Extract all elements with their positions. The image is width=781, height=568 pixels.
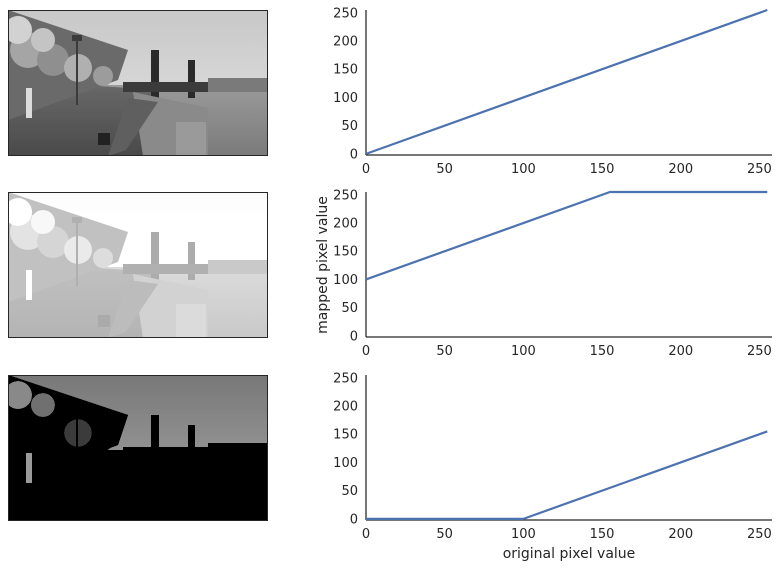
charts: 0 50 100 150 200 250 0 50 100 150 200 250 0 50 100 150 2… <box>333 6 772 542</box>
series-line <box>366 430 768 520</box>
y-tick-label: 150 <box>333 245 358 260</box>
x-tick-label: 250 <box>747 344 772 359</box>
x-tick-label: 150 <box>590 162 615 177</box>
y-tick-label: 100 <box>333 273 358 288</box>
x-tick-label: 100 <box>511 527 536 542</box>
series-line <box>365 8 768 155</box>
x-tick-label: 150 <box>590 527 615 542</box>
y-tick-label: 0 <box>350 147 358 162</box>
x-tick-label: 200 <box>668 527 693 542</box>
y-tick-label: 50 <box>341 301 358 316</box>
y-tick-label: 150 <box>333 428 358 443</box>
y-tick-label: 200 <box>333 35 358 50</box>
photos <box>8 10 268 521</box>
y-tick-label: 100 <box>333 456 358 471</box>
y-tick-label: 50 <box>341 484 358 499</box>
y-tick-label: 150 <box>333 63 358 78</box>
y-tick-label: 100 <box>333 91 358 106</box>
x-tick-label: 250 <box>747 162 772 177</box>
x-tick-label: 0 <box>362 344 370 359</box>
y-tick-label: 200 <box>333 400 358 415</box>
x-tick-label: 50 <box>436 344 453 359</box>
x-tick-label: 50 <box>436 162 453 177</box>
y-tick-label: 200 <box>333 217 358 232</box>
y-tick-label: 250 <box>333 6 358 21</box>
x-tick-label: 0 <box>362 527 370 542</box>
x-tick-label: 100 <box>511 344 536 359</box>
y-tick-label: 250 <box>333 188 358 203</box>
y-tick-label: 0 <box>350 512 358 527</box>
x-tick-label: 100 <box>511 162 536 177</box>
x-axis-label: original pixel value <box>503 546 636 562</box>
photo-original <box>8 10 268 156</box>
chart-panel-1: 0 50 100 150 200 250 0 50 100 150 200 250 <box>333 6 772 177</box>
photo-darkened <box>8 375 268 521</box>
chart-panel-3: 0 50 100 150 200 250 0 50 100 150 200 250 <box>333 371 772 542</box>
y-tick-label: 250 <box>333 371 358 386</box>
x-tick-label: 50 <box>436 527 453 542</box>
y-axis-label: mapped pixel value <box>315 196 331 334</box>
x-tick-label: 150 <box>590 344 615 359</box>
x-tick-label: 200 <box>668 344 693 359</box>
y-tick-label: 50 <box>341 119 358 134</box>
series-line <box>365 190 768 281</box>
x-tick-label: 200 <box>668 162 693 177</box>
x-tick-label: 0 <box>362 162 370 177</box>
chart-panel-2: 0 50 100 150 200 250 0 50 100 150 200 250 <box>333 188 772 359</box>
x-tick-label: 250 <box>747 527 772 542</box>
photo-brightened <box>8 192 268 338</box>
y-tick-label: 0 <box>350 329 358 344</box>
